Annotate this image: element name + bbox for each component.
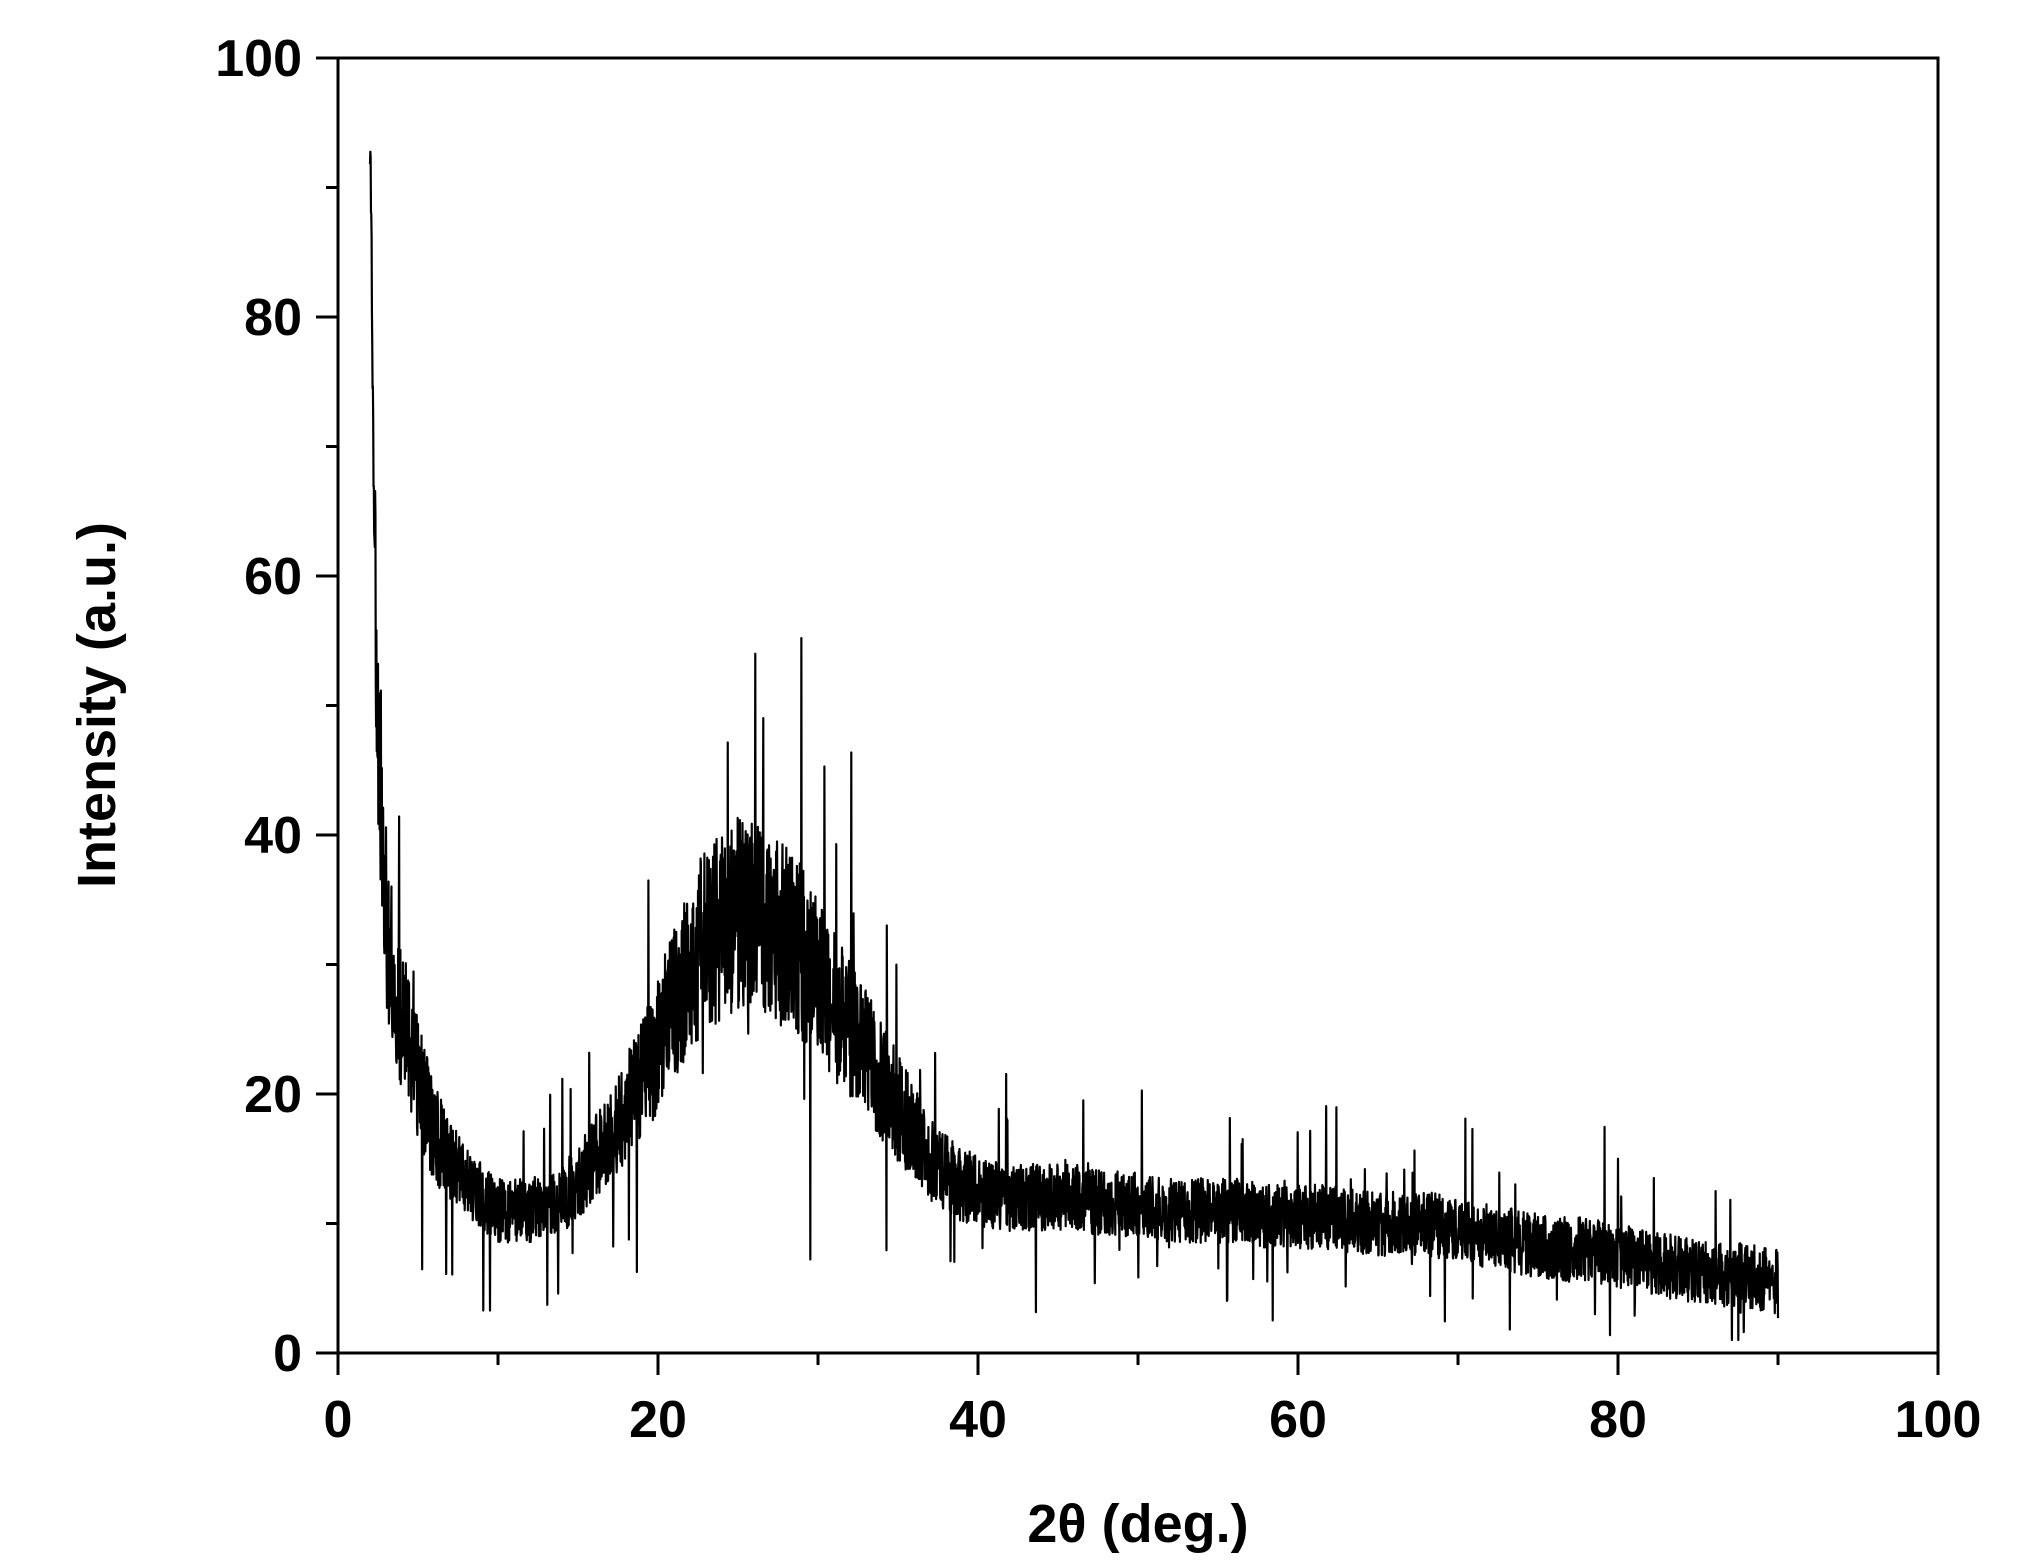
y-axis-tick-labels: 0 20 40 60 80 100 (215, 30, 302, 1383)
x-tick-label: 0 (324, 1391, 353, 1449)
y-tick-label: 80 (244, 289, 302, 347)
x-axis-ticks (336, 1353, 1940, 1375)
series-line (368, 150, 1780, 1342)
x-tick-label: 20 (629, 1391, 687, 1449)
plot-frame (336, 56, 1940, 1355)
x-tick-label: 80 (1589, 1391, 1647, 1449)
y-tick-label: 40 (244, 807, 302, 865)
x-axis-tick-labels: 0 20 40 60 80 100 (324, 1391, 1982, 1449)
y-tick-label: 20 (244, 1066, 302, 1124)
x-tick-label: 40 (949, 1391, 1007, 1449)
x-tick-label: 100 (1895, 1391, 1982, 1449)
y-tick-label: 0 (273, 1325, 302, 1383)
x-tick-label: 60 (1269, 1391, 1327, 1449)
y-axis-title: Intensity (a.u.) (67, 522, 127, 888)
y-tick-label: 60 (244, 548, 302, 606)
y-axis-ticks (316, 56, 338, 1355)
x-axis-title: 2θ (deg.) (1027, 1494, 1248, 1554)
y-tick-label: 100 (215, 30, 302, 88)
